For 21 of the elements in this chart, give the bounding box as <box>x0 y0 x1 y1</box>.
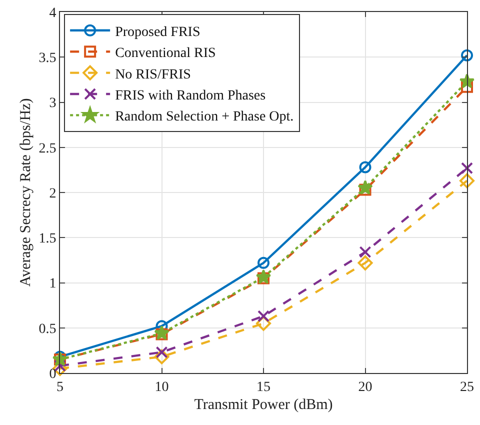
y-tick-label: 0 <box>49 366 56 382</box>
legend-label: No RIS/FRIS <box>115 67 191 82</box>
y-tick-label: 2.5 <box>38 141 56 156</box>
legend-label: Random Selection + Phase Opt. <box>115 110 294 125</box>
y-tick-label: 0.5 <box>38 322 56 337</box>
x-tick-label: 25 <box>460 380 474 395</box>
y-tick-label: 1 <box>49 276 56 292</box>
x-tick-label: 20 <box>358 380 372 395</box>
legend-label: Proposed FRIS <box>115 24 200 40</box>
x-tick-label: 10 <box>154 380 169 395</box>
x-tick-label: 15 <box>256 380 270 395</box>
y-tick-label: 4 <box>49 6 56 21</box>
y-tick-label: 3.5 <box>38 51 56 66</box>
x-tick-label: 5 <box>56 380 64 395</box>
y-tick-label: 1.5 <box>38 232 56 247</box>
legend-label: FRIS with Random Phases <box>115 88 266 104</box>
y-axis-title: Average Secrecy Rate (bps/Hz) <box>18 98 34 287</box>
y-tick-label: 2 <box>49 186 56 202</box>
y-tick-label: 3 <box>49 96 56 112</box>
legend-label: Conventional RIS <box>115 46 216 62</box>
x-axis-title: Transmit Power (dBm) <box>194 396 333 413</box>
